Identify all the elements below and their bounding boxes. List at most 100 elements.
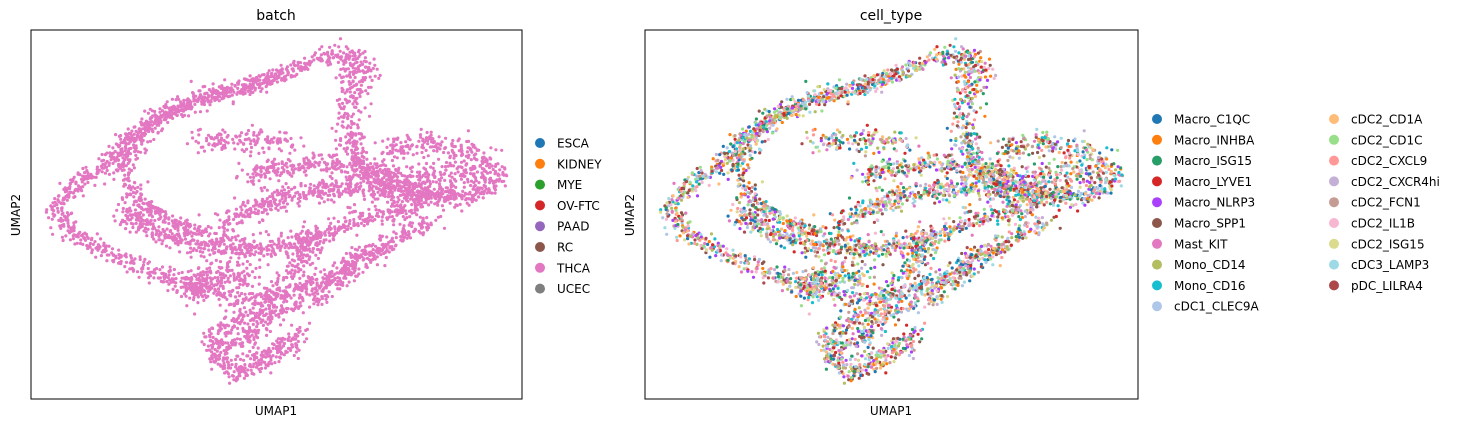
data-point bbox=[84, 232, 89, 236]
data-point bbox=[168, 265, 172, 269]
data-point bbox=[260, 87, 264, 91]
data-point bbox=[467, 153, 471, 157]
data-point bbox=[236, 86, 240, 90]
data-point bbox=[157, 238, 161, 242]
data-point bbox=[421, 143, 425, 147]
data-point bbox=[204, 278, 208, 282]
data-point bbox=[221, 286, 225, 290]
data-point bbox=[308, 249, 312, 253]
data-point bbox=[169, 229, 173, 233]
data-point bbox=[127, 179, 131, 183]
data-point bbox=[277, 162, 281, 166]
data-point bbox=[246, 282, 250, 286]
data-point bbox=[415, 151, 419, 155]
data-point bbox=[148, 222, 152, 226]
data-point bbox=[269, 208, 273, 212]
data-point bbox=[311, 287, 315, 291]
data-point bbox=[314, 266, 318, 270]
data-point bbox=[264, 230, 268, 234]
data-point bbox=[314, 253, 318, 257]
data-point bbox=[356, 125, 360, 129]
data-point bbox=[216, 331, 220, 336]
data-point bbox=[344, 219, 348, 223]
data-point bbox=[357, 132, 361, 136]
data-point bbox=[482, 151, 486, 155]
data-point bbox=[369, 215, 374, 219]
data-point bbox=[453, 191, 457, 195]
data-point bbox=[330, 126, 334, 130]
data-point bbox=[151, 114, 155, 118]
data-point bbox=[441, 208, 446, 212]
data-point bbox=[346, 170, 350, 175]
data-point bbox=[65, 215, 69, 219]
data-point bbox=[105, 253, 109, 257]
data-point bbox=[373, 74, 377, 78]
data-point bbox=[298, 281, 302, 285]
data-point bbox=[76, 184, 81, 188]
data-point bbox=[117, 162, 121, 166]
data-point bbox=[347, 271, 351, 275]
data-point bbox=[190, 238, 194, 242]
data-point bbox=[202, 255, 206, 259]
data-point bbox=[176, 106, 180, 110]
data-point bbox=[454, 203, 458, 207]
data-point bbox=[443, 146, 448, 150]
data-point bbox=[357, 109, 361, 113]
data-point bbox=[57, 218, 61, 222]
data-point bbox=[333, 43, 337, 47]
data-point bbox=[287, 195, 291, 199]
data-point bbox=[327, 231, 331, 235]
data-point bbox=[194, 242, 198, 246]
data-point bbox=[500, 148, 504, 152]
data-point bbox=[462, 194, 466, 198]
data-point bbox=[264, 327, 268, 331]
data-point bbox=[251, 80, 255, 84]
data-point bbox=[229, 331, 233, 335]
data-point bbox=[489, 146, 493, 150]
data-point bbox=[317, 201, 322, 205]
data-point bbox=[462, 185, 466, 189]
data-point bbox=[369, 260, 373, 264]
data-point bbox=[303, 248, 307, 252]
data-point bbox=[418, 189, 422, 193]
data-point bbox=[353, 57, 358, 61]
data-point bbox=[207, 143, 211, 147]
data-point bbox=[368, 253, 372, 258]
data-point bbox=[255, 172, 259, 176]
data-point bbox=[219, 133, 223, 137]
data-point bbox=[238, 278, 242, 282]
data-point bbox=[295, 327, 299, 332]
data-point bbox=[434, 180, 438, 184]
data-point bbox=[252, 130, 256, 135]
data-point bbox=[179, 112, 184, 117]
data-point bbox=[394, 232, 398, 236]
data-point bbox=[338, 49, 342, 53]
data-point bbox=[190, 130, 194, 134]
data-point bbox=[286, 70, 290, 74]
data-point bbox=[184, 289, 188, 293]
data-point bbox=[371, 66, 375, 71]
data-point bbox=[351, 66, 355, 70]
data-point bbox=[357, 80, 362, 84]
data-point bbox=[216, 93, 220, 97]
data-point bbox=[322, 268, 326, 272]
data-point bbox=[368, 186, 372, 190]
data-point bbox=[171, 287, 175, 291]
data-point bbox=[323, 230, 327, 234]
data-point bbox=[337, 143, 342, 147]
data-point bbox=[417, 199, 421, 203]
data-point bbox=[489, 157, 493, 161]
data-point bbox=[134, 153, 138, 157]
data-point bbox=[249, 150, 253, 154]
data-point bbox=[53, 197, 57, 201]
data-point bbox=[218, 363, 222, 367]
data-point bbox=[125, 151, 129, 156]
data-point bbox=[342, 270, 346, 274]
data-point bbox=[160, 265, 165, 269]
data-point bbox=[302, 157, 306, 161]
data-point bbox=[235, 337, 239, 341]
data-point bbox=[136, 150, 140, 154]
data-point bbox=[367, 114, 372, 118]
data-point bbox=[351, 112, 355, 116]
data-point bbox=[233, 235, 237, 239]
